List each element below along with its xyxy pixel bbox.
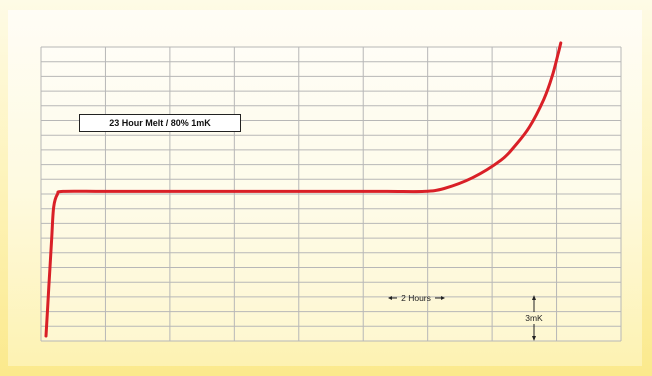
y-scale-arrowhead-bottom	[532, 336, 536, 341]
legend-label: 23 Hour Melt / 80% 1mK	[109, 118, 211, 128]
annotations: 2 Hours 3mK	[388, 293, 543, 341]
legend-box: 23 Hour Melt / 80% 1mK	[79, 114, 241, 132]
x-scale-arrowhead-left	[388, 296, 392, 300]
series-layer	[44, 41, 563, 338]
x-scale-label: 2 Hours	[401, 293, 431, 303]
x-scale-arrowhead-right	[441, 296, 445, 300]
series-line	[44, 41, 563, 338]
y-scale-arrowhead-top	[532, 295, 536, 300]
chart-panel	[8, 10, 642, 366]
y-scale-label: 3mK	[525, 313, 543, 323]
